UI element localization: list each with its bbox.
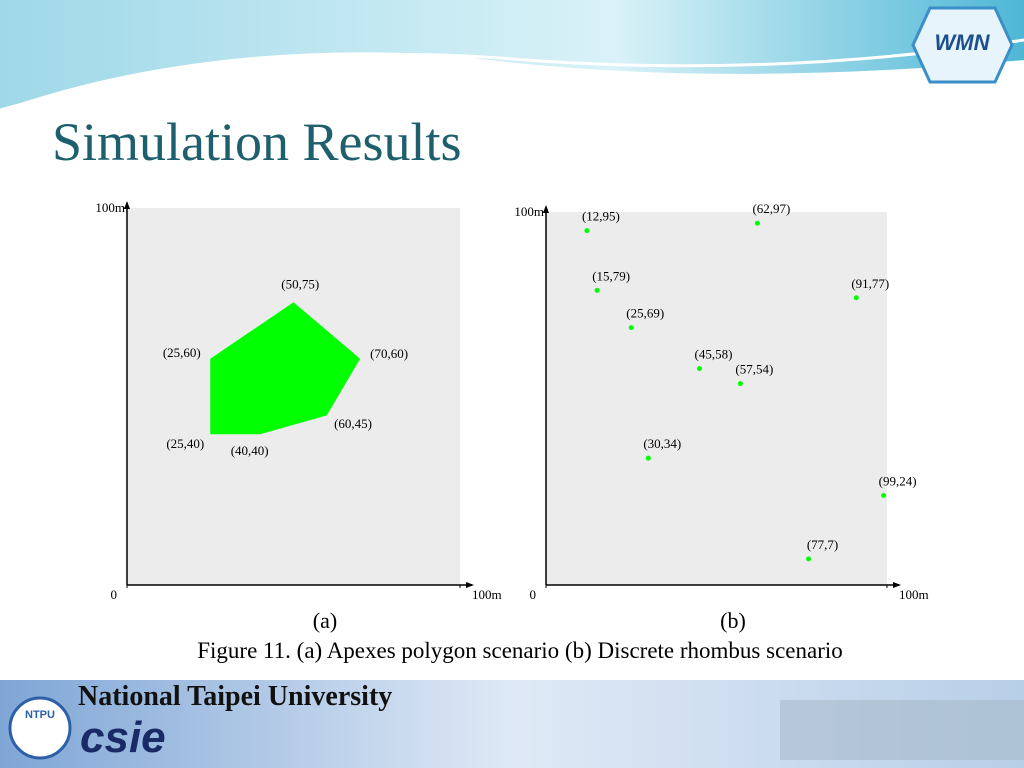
polygon-area	[210, 302, 361, 435]
vertex-label: (40,40)	[231, 443, 269, 458]
point	[696, 366, 702, 372]
point	[628, 325, 634, 331]
point	[584, 228, 590, 234]
chart-subtitle: (b)	[720, 608, 746, 633]
point-label: (25,69)	[626, 306, 664, 321]
vertex-label: (25,40)	[166, 436, 204, 451]
y-axis-arrow	[124, 201, 130, 209]
vertex-label: (50,75)	[281, 277, 319, 292]
x-axis-arrow	[893, 582, 901, 588]
y-axis-arrow	[543, 205, 549, 213]
point	[737, 381, 743, 387]
y-tick-label: 100m	[514, 204, 544, 219]
point-label: (30,34)	[643, 436, 681, 451]
vertex-label: (70,60)	[370, 346, 408, 361]
point	[594, 287, 600, 293]
point	[853, 295, 859, 301]
x-tick-label: 100m	[472, 587, 502, 602]
figure-caption: Figure 11. (a) Apexes polygon scenario (…	[197, 638, 843, 663]
charts: 0 100m 100m (a) (50,75) (70,60) (60,45) (40,40)…	[95, 200, 928, 633]
x-tick-label: 0	[111, 587, 118, 602]
point-label: (62,97)	[752, 201, 790, 216]
x-tick-label: 100m	[899, 587, 929, 602]
x-axis-arrow	[466, 582, 474, 588]
point-label: (15,79)	[592, 268, 630, 283]
point-label: (45,58)	[694, 347, 732, 362]
x-tick-label: 0	[530, 587, 537, 602]
point-label: (99,24)	[879, 473, 917, 488]
logo: WMN	[911, 6, 1014, 84]
university-name: National Taipei University	[78, 681, 392, 712]
point	[645, 455, 651, 461]
point	[881, 492, 887, 498]
point-label: (57,54)	[735, 362, 773, 377]
point	[806, 556, 812, 562]
department-name: csie	[80, 713, 166, 762]
y-tick-label: 100m	[95, 200, 125, 215]
plot-area	[546, 212, 887, 585]
chart-subtitle: (a)	[313, 608, 337, 633]
point	[754, 220, 760, 226]
campus-image	[780, 700, 1024, 760]
point-label: (77,7)	[807, 537, 838, 552]
vertex-label: (25,60)	[163, 345, 201, 360]
seal-text: NTPU	[25, 709, 55, 721]
point-label: (91,77)	[851, 276, 889, 291]
logo-text: WMN	[935, 30, 991, 55]
vertex-label: (60,45)	[334, 416, 372, 431]
slide-title: Simulation Results	[52, 112, 462, 172]
header-wave	[0, 0, 1024, 110]
footer-seal	[8, 696, 72, 760]
point-label: (12,95)	[582, 209, 620, 224]
logo-frame	[911, 6, 1014, 84]
wave-line	[0, 38, 1024, 112]
